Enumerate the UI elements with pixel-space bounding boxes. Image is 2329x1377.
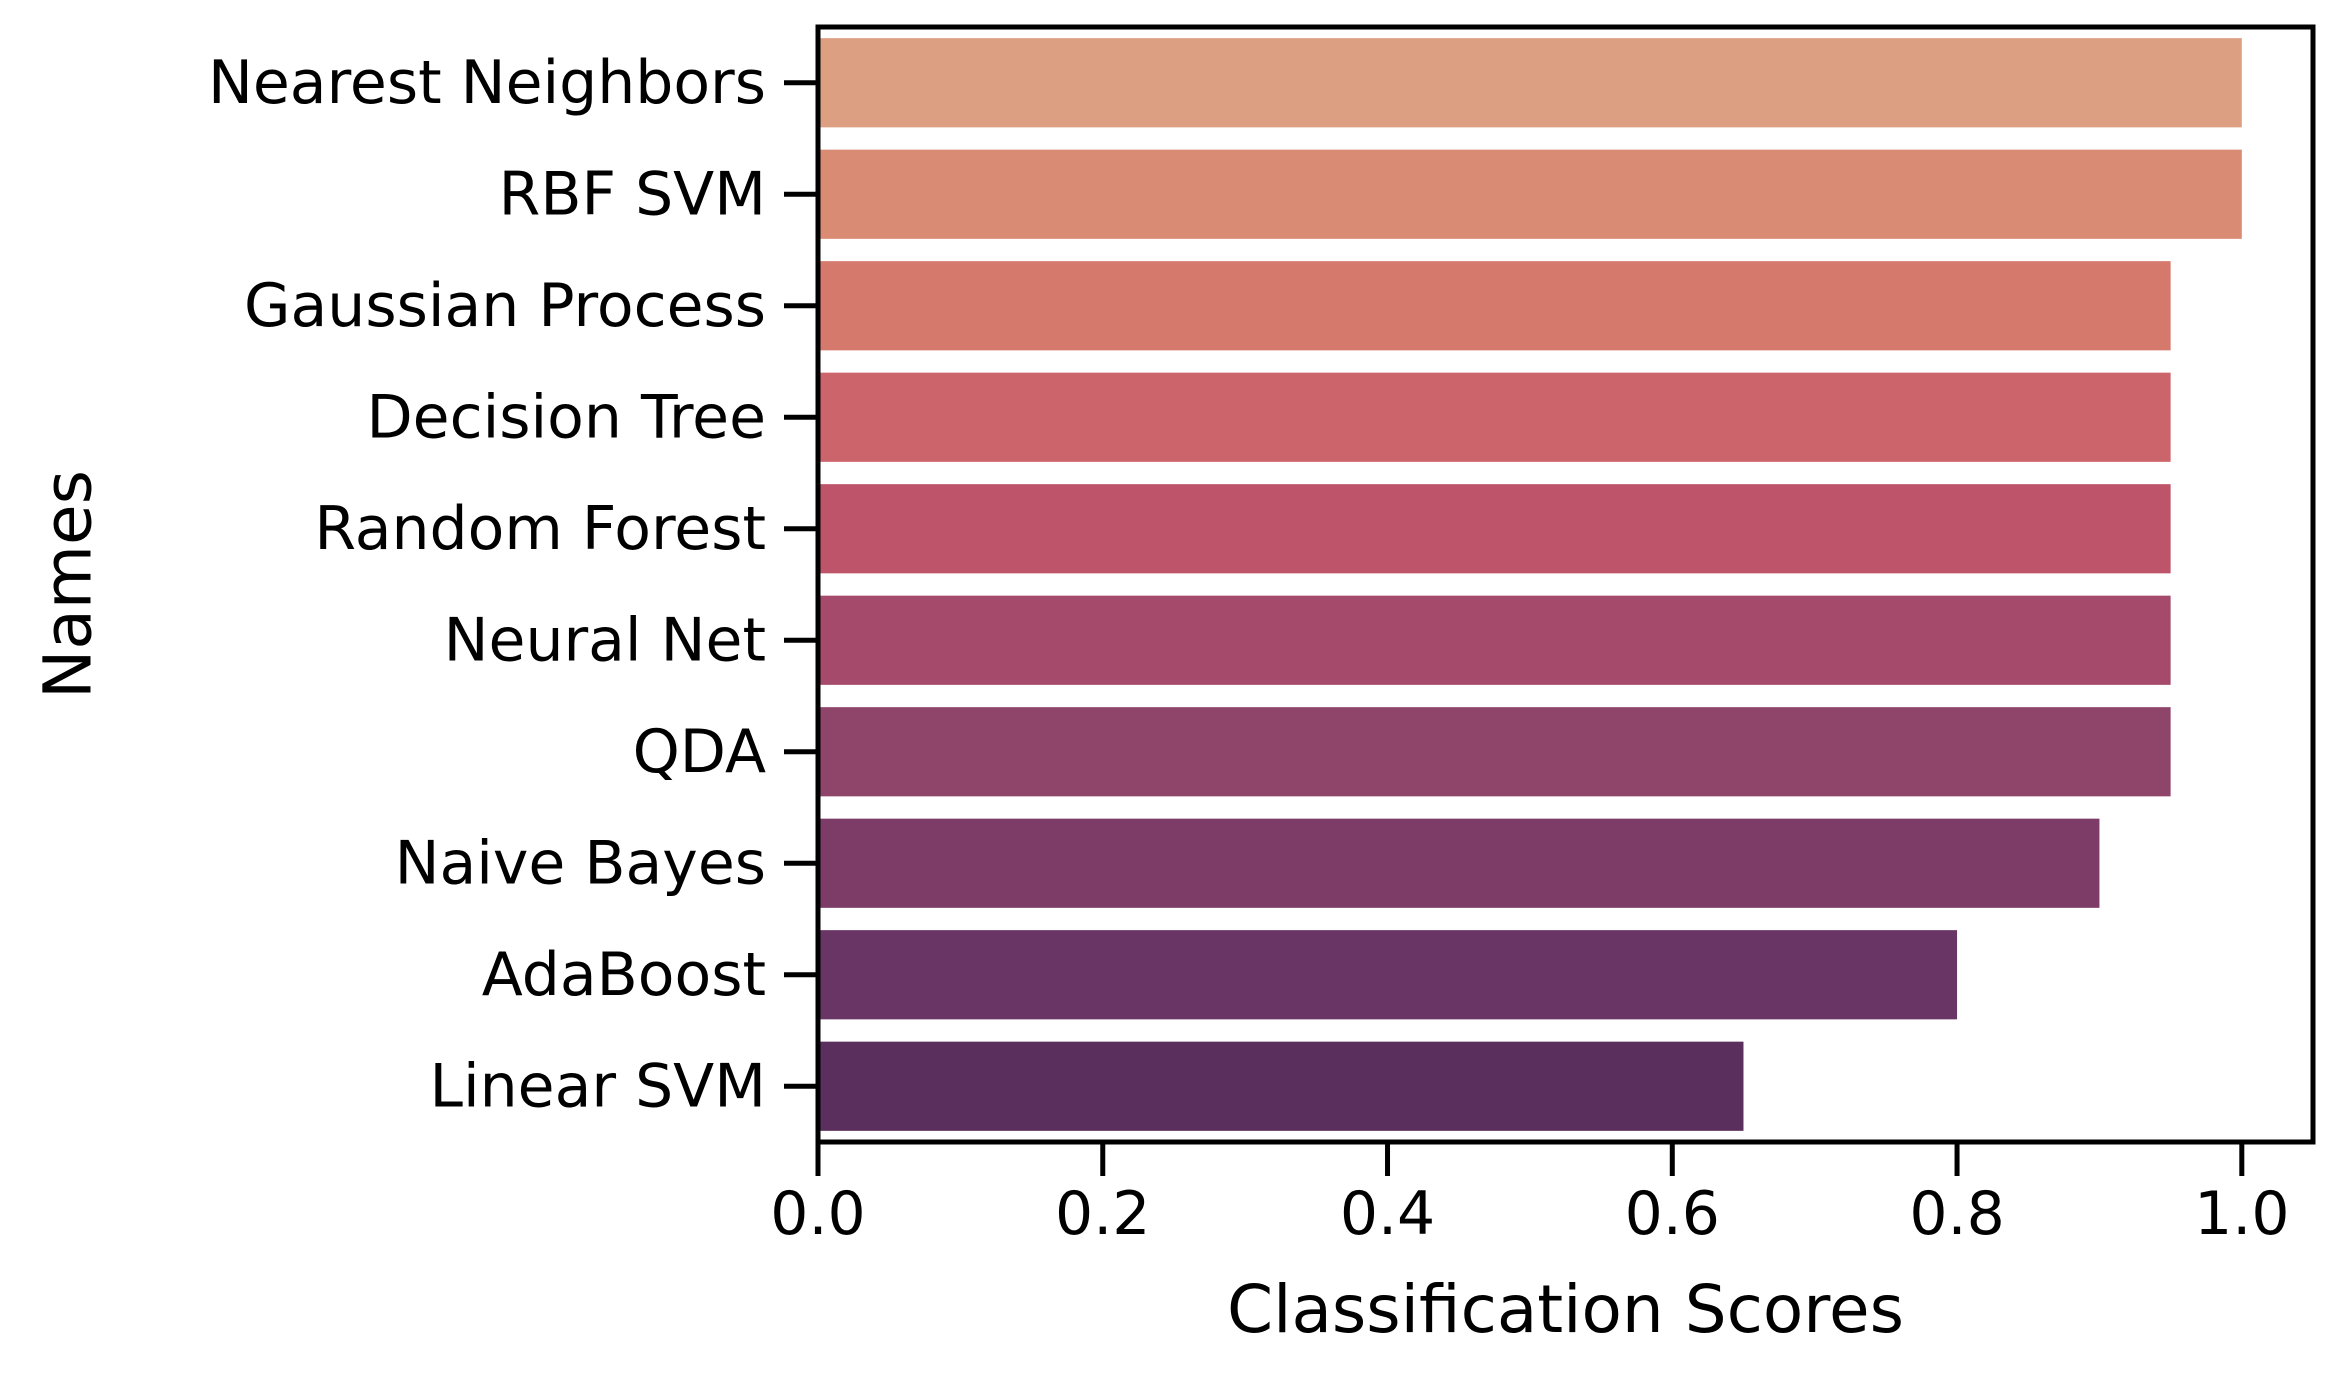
bar-rbf-svm <box>818 149 2242 239</box>
x-tick-label: 0.8 <box>1909 1179 2004 1249</box>
y-tick-label: Naive Bayes <box>395 828 766 898</box>
bar-decision-tree <box>818 372 2171 462</box>
plot-frame <box>815 24 2316 1145</box>
x-tick-label: 1.0 <box>2194 1179 2289 1249</box>
y-tick-label: Random Forest <box>314 494 766 564</box>
bar-random-forest <box>818 484 2171 574</box>
y-tick-label: RBF SVM <box>499 159 766 229</box>
x-tick-label: 0.2 <box>1055 1179 1150 1249</box>
bar-neural-net <box>818 595 2171 685</box>
bar-qda <box>818 707 2171 797</box>
x-tick-label: 0.4 <box>1340 1179 1435 1249</box>
y-tick-label: Nearest Neighbors <box>208 48 766 118</box>
y-axis-ticks: Nearest Neighbors RBF SVM Gaussian Process… <box>208 48 818 1121</box>
y-tick-label: Linear SVM <box>430 1051 766 1121</box>
y-tick-label: AdaBoost <box>482 940 766 1010</box>
x-tick-label: 0.0 <box>770 1179 865 1249</box>
bars-group <box>818 38 2242 1131</box>
x-axis-ticks: 0.0 0.2 0.4 0.6 0.8 1.0 <box>770 1142 2290 1249</box>
y-axis-label: Names <box>30 470 107 699</box>
bar-naive-bayes <box>818 818 2100 908</box>
bar-linear-svm <box>818 1041 1744 1131</box>
x-axis-label: Classification Scores <box>1227 1271 1904 1348</box>
bar-gaussian-process <box>818 261 2171 351</box>
y-tick-label: Gaussian Process <box>244 271 766 341</box>
x-tick-label: 0.6 <box>1625 1179 1720 1249</box>
y-tick-label: QDA <box>633 717 766 787</box>
bar-adaboost <box>818 930 1958 1020</box>
y-tick-label: Neural Net <box>444 605 766 675</box>
y-tick-label: Decision Tree <box>366 382 766 452</box>
bar-nearest-neighbors <box>818 38 2242 128</box>
